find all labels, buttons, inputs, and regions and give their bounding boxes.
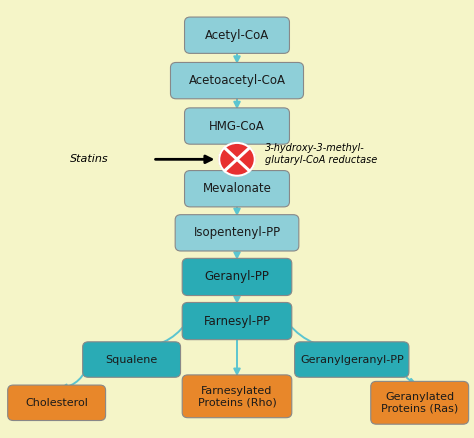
Text: Isopentenyl-PP: Isopentenyl-PP <box>193 226 281 239</box>
FancyBboxPatch shape <box>182 258 292 296</box>
Text: HMG-CoA: HMG-CoA <box>209 120 265 133</box>
FancyBboxPatch shape <box>371 381 469 424</box>
Text: Squalene: Squalene <box>106 354 158 364</box>
Text: Geranylgeranyl-PP: Geranylgeranyl-PP <box>300 354 404 364</box>
Text: Cholesterol: Cholesterol <box>25 398 88 408</box>
FancyBboxPatch shape <box>184 108 290 144</box>
FancyBboxPatch shape <box>182 375 292 418</box>
Text: Geranyl-PP: Geranyl-PP <box>205 270 269 283</box>
FancyBboxPatch shape <box>184 170 290 207</box>
Text: Statins: Statins <box>70 154 108 164</box>
FancyBboxPatch shape <box>295 342 409 377</box>
Text: Farnesylated
Proteins (Rho): Farnesylated Proteins (Rho) <box>198 385 276 407</box>
Text: Acetoacetyl-CoA: Acetoacetyl-CoA <box>189 74 285 87</box>
Text: Farnesyl-PP: Farnesyl-PP <box>203 314 271 328</box>
FancyBboxPatch shape <box>171 63 303 99</box>
Text: 3-hydroxy-3-methyl-
glutaryl-CoA reductase: 3-hydroxy-3-methyl- glutaryl-CoA reducta… <box>265 143 377 165</box>
Circle shape <box>219 143 255 176</box>
Text: Mevalonate: Mevalonate <box>202 182 272 195</box>
FancyBboxPatch shape <box>82 342 181 377</box>
FancyBboxPatch shape <box>175 215 299 251</box>
Text: Geranylated
Proteins (Ras): Geranylated Proteins (Ras) <box>381 392 458 413</box>
FancyBboxPatch shape <box>8 385 106 420</box>
Text: Acetyl-CoA: Acetyl-CoA <box>205 29 269 42</box>
FancyBboxPatch shape <box>182 303 292 339</box>
FancyBboxPatch shape <box>184 17 290 53</box>
